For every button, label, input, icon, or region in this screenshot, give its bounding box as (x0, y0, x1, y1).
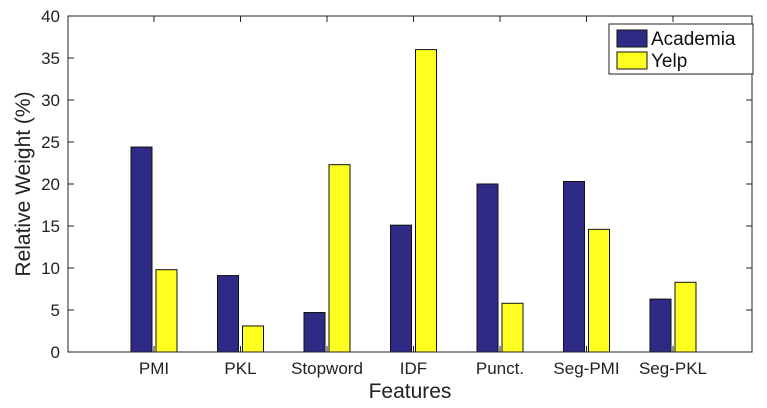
x-axis-label: Features (369, 380, 452, 403)
bar-yelp-idf (415, 49, 437, 353)
y-tick-label: 25 (41, 133, 60, 152)
bar-academia-seg-pmi (563, 180, 585, 353)
y-tick-label: 20 (41, 175, 60, 194)
bar-yelp-seg-pmi (588, 228, 610, 353)
y-tick-label: 40 (41, 7, 60, 26)
x-tick-label: Seg-PMI (553, 359, 619, 378)
legend: Academia Yelp (608, 23, 754, 75)
legend-label-yelp: Yelp (651, 51, 687, 72)
x-tick-label: Stopword (291, 359, 363, 378)
y-tick-label: 35 (41, 49, 60, 68)
y-tick-label: 30 (41, 91, 60, 110)
legend-label-academia: Academia (651, 29, 736, 50)
y-tick-label: 15 (41, 217, 60, 236)
bar-academia-pmi (130, 146, 153, 353)
bar-yelp-pkl (242, 325, 264, 353)
x-axis-ticks: PMI PKL Stopword IDF Punct. Seg-PMI Seg-PKL (139, 16, 707, 378)
x-tick-label: Seg-PKL (639, 359, 707, 378)
bar-academia-idf (390, 224, 412, 353)
legend-swatch-yelp (616, 51, 648, 70)
y-axis-ticks: 0 5 10 15 20 25 30 35 40 (41, 7, 752, 362)
bar-yelp-seg-pkl (674, 281, 697, 353)
plot-frame (67, 15, 753, 353)
bar-yelp-pmi (155, 269, 178, 353)
bar-academia-punct (476, 183, 499, 353)
bar-academia-stopword (303, 312, 326, 353)
bars-group (130, 49, 697, 353)
bar-academia-pkl (217, 275, 239, 353)
x-tick-label: PKL (224, 359, 256, 378)
bar-yelp-stopword (328, 164, 351, 353)
legend-swatch-academia (616, 29, 648, 48)
bar-yelp-punct (501, 302, 524, 353)
y-axis-label: Relative Weight (%) (12, 91, 35, 276)
bar-academia-seg-pkl (649, 298, 672, 353)
y-tick-label: 0 (51, 343, 60, 362)
y-tick-label: 10 (41, 259, 60, 278)
y-tick-label: 5 (51, 301, 60, 320)
x-tick-label: Punct. (476, 359, 524, 378)
x-tick-label: PMI (139, 359, 169, 378)
x-tick-label: IDF (400, 359, 427, 378)
